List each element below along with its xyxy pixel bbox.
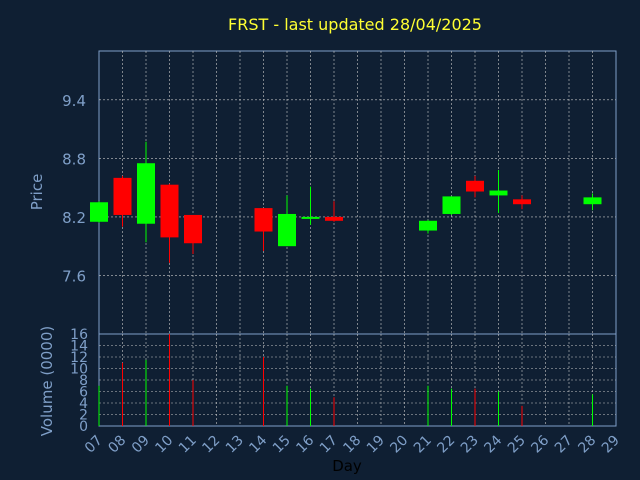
candle-body [419,220,437,231]
price-tick-label: 8.2 [62,209,86,227]
chart-title: FRST - last updated 28/04/2025 [228,15,482,34]
candle-body [466,180,484,192]
price-tick-label: 9.4 [62,92,86,110]
candles [90,141,602,263]
candle-body [278,213,296,247]
candle-body [583,197,602,205]
candle-body [160,184,179,238]
candle-body [325,216,343,221]
candle-body [184,214,202,244]
day-tick-labels: 07 08 09 10 11 12 13 14 15 16 17 18 19 20 21 22 23 24 25 26… [82,432,623,456]
candle-body [113,177,132,215]
day-axis-label: Day [332,457,362,475]
price-axis-label: Price [28,174,46,211]
volume-tick-label: 14 [70,339,88,355]
candle-body [301,216,320,219]
candle-body [513,199,531,205]
volume-tick-label: 12 [70,350,88,366]
volume-axis-label: Volume (0000) [38,326,56,436]
candle-body [489,190,508,196]
volume-tick-label: 10 [70,362,88,378]
volume-tick-label: 4 [79,396,88,412]
candle-body [90,202,108,222]
price-tick-label: 7.6 [62,267,86,285]
volume-tick-label: 8 [79,373,88,389]
price-tick-labels: 7.6 8.2 8.8 9.4 [62,92,86,286]
candle-body [442,196,461,214]
volume-tick-label: 6 [79,385,88,401]
candle-body [137,163,155,224]
candle-body [254,208,273,232]
volume-bars [98,334,593,426]
volume-tick-label: 0 [79,419,88,435]
price-tick-label: 8.8 [62,150,86,168]
volume-tick-label: 16 [70,327,88,343]
volume-tick-label: 2 [79,408,88,424]
